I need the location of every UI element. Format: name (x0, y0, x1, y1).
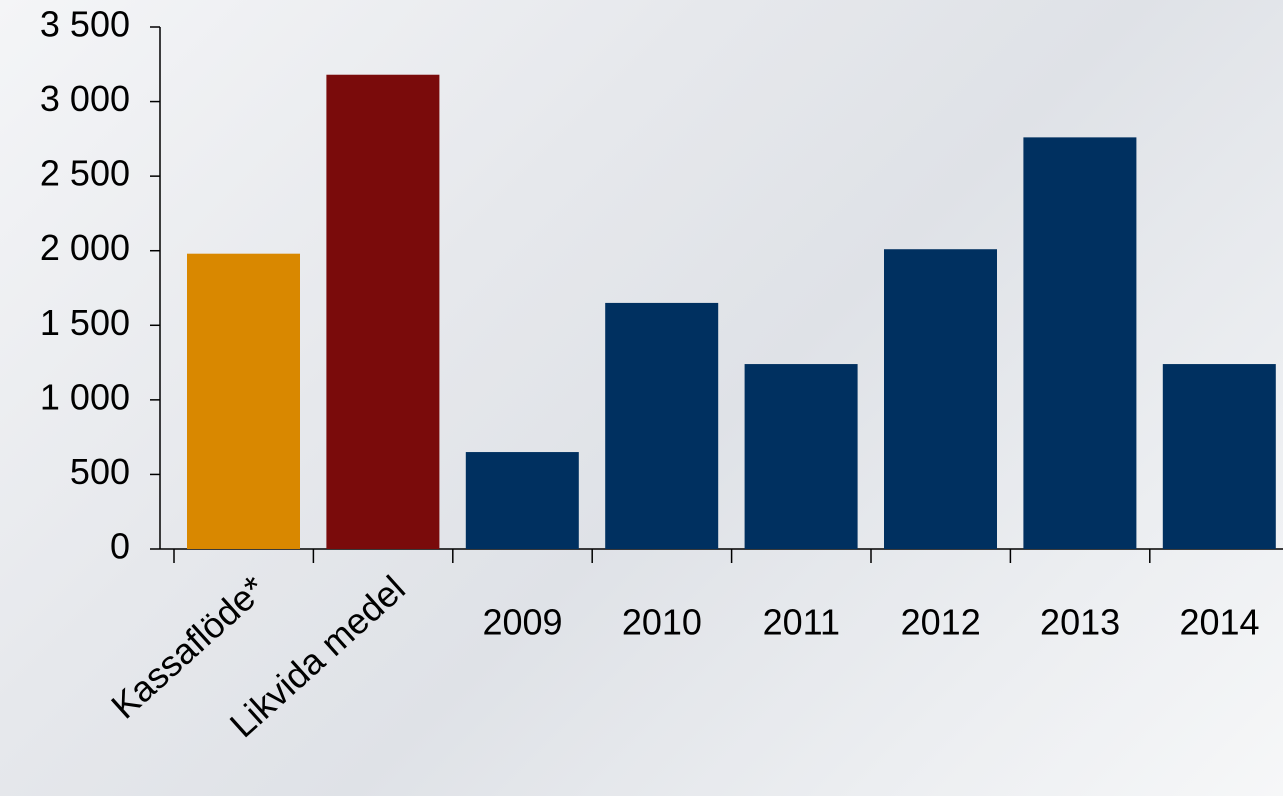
bar (1162, 364, 1276, 549)
x-tick-label: 2014 (1179, 602, 1259, 643)
y-tick-label: 3 000 (40, 78, 130, 119)
bar (884, 249, 997, 550)
bar (326, 74, 440, 550)
y-tick-label: 500 (70, 451, 130, 492)
x-tick-label: 2010 (622, 602, 702, 643)
y-tick-label: 3 500 (40, 4, 130, 45)
bar (187, 253, 300, 549)
bar (465, 452, 579, 549)
y-tick-label: 2 500 (40, 153, 130, 194)
bar (1023, 137, 1137, 549)
x-tick-label: 2013 (1040, 602, 1120, 643)
bar (744, 364, 858, 549)
x-tick-label: 2011 (763, 602, 840, 643)
bar (605, 302, 719, 549)
y-tick-label: 0 (110, 526, 130, 567)
x-tick-label: 2012 (901, 602, 981, 643)
y-tick-label: 1 000 (40, 376, 130, 417)
y-tick-label: 1 500 (40, 302, 130, 343)
x-tick-label: 2009 (482, 602, 562, 643)
y-tick-label: 2 000 (40, 227, 130, 268)
